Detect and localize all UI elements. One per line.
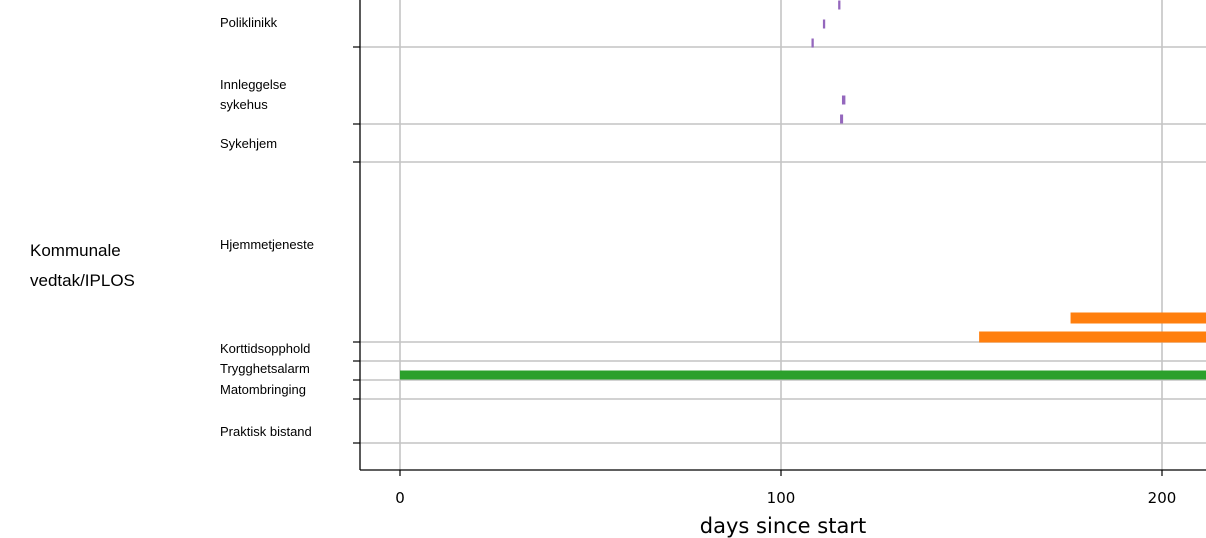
category-label-innleggelse: Innleggelse xyxy=(220,77,287,92)
bar-poliklinikk xyxy=(811,38,814,48)
x-axis-title: days since start xyxy=(700,514,866,538)
bars xyxy=(400,0,1206,380)
bar-poliklinikk xyxy=(838,0,841,10)
category-label-korttidsopphold: Korttidsopphold xyxy=(220,341,310,356)
group-label: Kommunale xyxy=(30,241,121,260)
category-label-innleggelse: sykehus xyxy=(220,97,268,112)
group-label: vedtak/IPLOS xyxy=(30,271,135,290)
category-label-sykehjem: Sykehjem xyxy=(220,136,277,151)
category-label-hjemmetjeneste: Hjemmetjeneste xyxy=(220,237,314,252)
x-tick-label: 0 xyxy=(395,489,405,507)
category-label-praktisk-bistand: Praktisk bistand xyxy=(220,424,312,439)
bar-hjemmetjeneste xyxy=(1070,312,1206,324)
bar-innleggelse xyxy=(841,95,846,105)
category-label-matombringing: Matombringing xyxy=(220,382,306,397)
category-label-trygghetsalarm: Trygghetsalarm xyxy=(220,361,310,376)
labels: 0100200300400PoliklinikkInnleggelsesykeh… xyxy=(30,15,1177,507)
bar-innleggelse xyxy=(840,114,844,124)
axes xyxy=(359,0,1206,471)
bar-hjemmetjeneste xyxy=(979,331,1206,343)
bar-poliklinikk xyxy=(822,19,826,29)
bar-trygghetsalarm xyxy=(400,370,1206,380)
x-tick-label: 200 xyxy=(1148,489,1177,507)
category-label-poliklinikk: Poliklinikk xyxy=(220,15,278,30)
grid-lines xyxy=(353,0,1206,476)
x-tick-label: 100 xyxy=(767,489,796,507)
